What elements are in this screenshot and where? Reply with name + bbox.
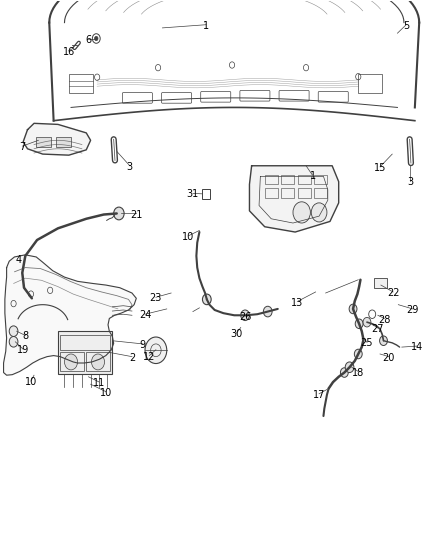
Text: 11: 11: [93, 378, 106, 388]
Bar: [281, 175, 294, 184]
Bar: [314, 188, 327, 198]
Text: 29: 29: [406, 305, 419, 315]
Text: 19: 19: [17, 345, 29, 356]
Circle shape: [92, 354, 105, 370]
Bar: [358, 74, 382, 93]
Bar: [86, 352, 110, 371]
Circle shape: [9, 326, 18, 336]
Text: 1: 1: [310, 172, 316, 181]
Circle shape: [64, 354, 78, 370]
Text: 23: 23: [150, 293, 162, 303]
Text: 13: 13: [291, 297, 304, 308]
Bar: [69, 74, 93, 93]
Circle shape: [114, 207, 124, 220]
Text: 21: 21: [130, 209, 142, 220]
Text: 31: 31: [187, 189, 199, 199]
Polygon shape: [250, 166, 339, 232]
Polygon shape: [4, 255, 136, 375]
Circle shape: [202, 294, 211, 305]
Text: 25: 25: [361, 338, 373, 349]
Text: 3: 3: [127, 162, 133, 172]
Bar: [281, 188, 294, 198]
Bar: [298, 188, 311, 198]
Bar: [202, 189, 210, 199]
Circle shape: [145, 337, 167, 364]
Bar: [265, 175, 278, 184]
Text: 10: 10: [25, 377, 37, 387]
Bar: [374, 278, 387, 288]
Bar: [58, 331, 113, 374]
Text: 10: 10: [100, 387, 112, 398]
Text: 5: 5: [403, 21, 409, 31]
Text: 16: 16: [63, 47, 75, 56]
Text: 30: 30: [230, 329, 243, 340]
Text: 1: 1: [203, 21, 209, 31]
Bar: [56, 136, 71, 147]
Text: 18: 18: [352, 368, 364, 377]
Circle shape: [241, 310, 250, 320]
Circle shape: [9, 336, 18, 347]
Text: 22: 22: [387, 288, 399, 298]
Text: 12: 12: [143, 352, 155, 361]
Text: 7: 7: [19, 142, 25, 152]
Text: 20: 20: [382, 353, 395, 362]
Text: 15: 15: [374, 163, 386, 173]
Circle shape: [349, 304, 357, 314]
Circle shape: [95, 36, 98, 41]
Text: 10: 10: [182, 232, 194, 242]
Circle shape: [354, 349, 362, 359]
Circle shape: [263, 306, 272, 317]
Circle shape: [380, 336, 388, 345]
Circle shape: [293, 202, 311, 223]
Polygon shape: [23, 123, 91, 155]
Bar: [298, 175, 311, 184]
Bar: [265, 188, 278, 198]
Circle shape: [363, 317, 371, 327]
Bar: [60, 335, 110, 350]
Text: 27: 27: [371, 324, 384, 334]
Text: 3: 3: [407, 176, 413, 187]
Text: 28: 28: [378, 314, 391, 325]
Bar: [314, 175, 327, 184]
Text: 9: 9: [140, 340, 146, 350]
Text: 17: 17: [313, 390, 325, 400]
Bar: [60, 352, 84, 371]
Circle shape: [355, 319, 363, 328]
Text: 24: 24: [139, 310, 151, 320]
Bar: [36, 136, 51, 147]
Text: 2: 2: [129, 353, 135, 362]
Text: 6: 6: [85, 35, 92, 45]
Circle shape: [311, 203, 327, 222]
Text: 14: 14: [411, 342, 424, 352]
Circle shape: [345, 362, 354, 373]
Text: 26: 26: [239, 312, 251, 322]
Text: 4: 4: [16, 255, 22, 265]
Text: 8: 8: [22, 332, 28, 342]
Circle shape: [340, 368, 348, 377]
